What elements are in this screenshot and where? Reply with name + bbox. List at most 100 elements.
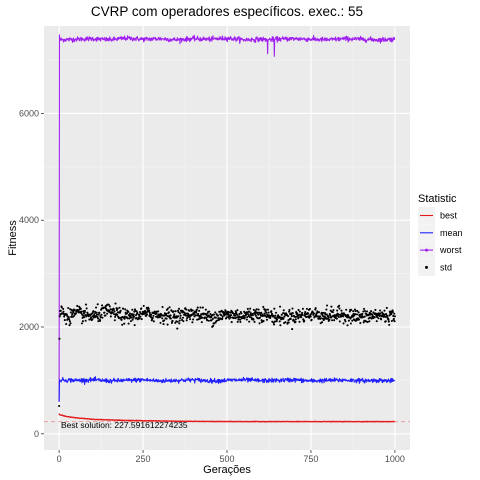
x-axis-title: Gerações	[203, 464, 251, 476]
std-point	[136, 312, 138, 314]
std-point	[161, 317, 163, 319]
std-point	[236, 309, 238, 311]
std-point	[338, 316, 340, 318]
std-point	[185, 309, 187, 311]
std-point	[387, 319, 389, 321]
std-point	[338, 305, 340, 307]
std-point	[80, 308, 82, 310]
std-point	[85, 304, 87, 306]
std-point	[101, 304, 103, 306]
std-point	[265, 312, 267, 314]
std-point	[179, 320, 181, 322]
legend-item-worst: worst	[418, 242, 462, 259]
std-point	[318, 311, 320, 313]
std-point	[299, 311, 301, 313]
std-point	[229, 316, 231, 318]
std-point	[338, 308, 340, 310]
std-point	[363, 308, 365, 310]
std-point	[245, 314, 247, 316]
std-point	[380, 318, 382, 320]
std-point	[364, 316, 366, 318]
std-point	[225, 310, 227, 312]
std-point	[132, 319, 134, 321]
std-point	[217, 315, 219, 317]
std-point	[283, 309, 285, 311]
std-point	[195, 312, 197, 314]
std-point	[274, 315, 276, 317]
std-point	[326, 304, 328, 306]
std-point	[81, 311, 83, 313]
std-point	[231, 321, 233, 323]
std-point	[358, 319, 360, 321]
std-point	[76, 305, 78, 307]
std-point	[275, 312, 277, 314]
std-point	[116, 314, 118, 316]
std-point	[168, 311, 170, 313]
best-solution-annotation: Best solution: 227.591612274235	[61, 420, 188, 430]
std-point	[394, 320, 396, 322]
std-point	[317, 315, 319, 317]
std-point	[182, 317, 184, 319]
std-point	[155, 312, 157, 314]
std-point	[283, 316, 285, 318]
y-tick-label: 4000	[19, 215, 39, 225]
legend: Statistic best mean worst std	[418, 193, 463, 276]
std-point	[392, 311, 394, 313]
std-point	[127, 311, 129, 313]
legend-title: Statistic	[418, 193, 457, 205]
std-point	[192, 318, 194, 320]
std-point	[176, 328, 178, 330]
std-point	[267, 309, 269, 311]
std-point	[388, 321, 390, 323]
std-point	[328, 319, 330, 321]
std-point	[270, 310, 272, 312]
std-point	[272, 315, 274, 317]
std-point	[257, 314, 259, 316]
x-tick-label: 250	[136, 454, 151, 464]
std-point	[123, 323, 125, 325]
std-point	[332, 309, 334, 311]
std-point	[368, 320, 370, 322]
std-point	[294, 321, 296, 323]
std-point	[260, 312, 262, 314]
std-point	[170, 317, 172, 319]
std-point	[298, 316, 300, 318]
std-point	[247, 308, 249, 310]
std-point	[186, 319, 188, 321]
std-point	[172, 320, 174, 322]
std-point	[393, 318, 395, 320]
std-point	[99, 320, 101, 322]
std-point	[120, 310, 122, 312]
std-point	[163, 319, 165, 321]
std-point	[279, 324, 281, 326]
std-point	[58, 338, 60, 340]
std-point	[124, 318, 126, 320]
std-point	[350, 309, 352, 311]
std-point	[141, 318, 143, 320]
std-point	[266, 319, 268, 321]
chart-title: CVRP com operadores específicos. exec.: …	[91, 4, 363, 19]
std-point	[173, 310, 175, 312]
std-point	[258, 309, 260, 311]
std-point	[350, 322, 352, 324]
std-point	[234, 315, 236, 317]
std-point	[268, 311, 270, 313]
std-point	[143, 305, 145, 307]
std-point	[336, 309, 338, 311]
std-point	[348, 320, 350, 322]
std-point	[131, 309, 133, 311]
std-point	[114, 316, 116, 318]
legend-label: std	[440, 262, 452, 272]
std-point	[70, 311, 72, 313]
legend-label: mean	[440, 228, 463, 238]
std-point	[273, 308, 275, 310]
std-point	[331, 319, 333, 321]
std-point	[67, 307, 69, 309]
std-point	[273, 323, 275, 325]
std-point	[259, 317, 261, 319]
std-point	[340, 310, 342, 312]
legend-item-mean: mean	[418, 224, 463, 241]
std-point	[394, 315, 396, 317]
std-point	[255, 308, 257, 310]
